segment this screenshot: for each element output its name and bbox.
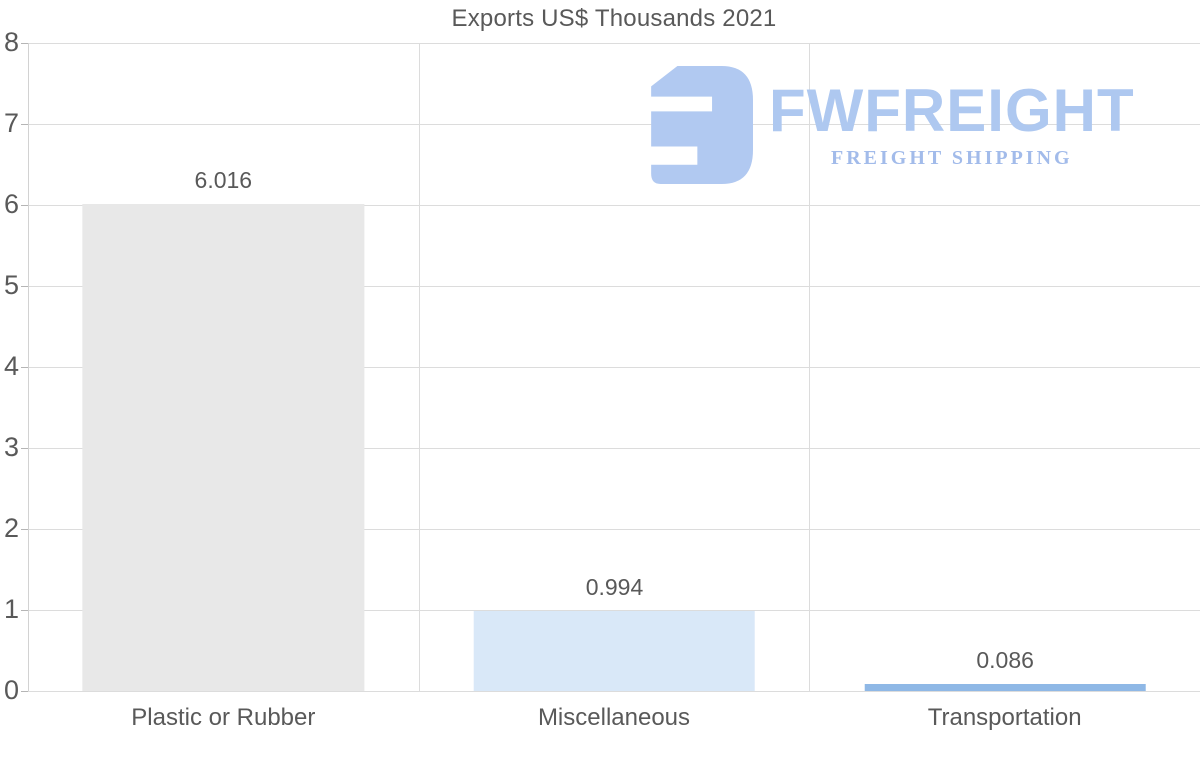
logo-subtext: FREIGHT SHIPPING [831, 146, 1073, 169]
y-tick-label-8: 8 [3, 27, 19, 57]
y-tick-mark-8 [21, 43, 28, 44]
y-tick-mark-6 [21, 205, 28, 206]
y-tick-label-2: 2 [3, 513, 19, 543]
y-tick-mark-2 [21, 529, 28, 530]
gridline-y-5 [28, 286, 1200, 287]
chart-title: Exports US$ Thousands 2021 [451, 5, 777, 32]
category-slot-1: 0.994 [418, 43, 810, 691]
y-tick-label-7: 7 [3, 108, 19, 138]
y-tick-label-6: 6 [3, 189, 19, 219]
y-tick-mark-7 [21, 124, 28, 125]
category-slot-0: 6.016 [28, 43, 419, 691]
gridline-y-3 [28, 448, 1200, 449]
category-slot-2: 0.086 [809, 43, 1200, 691]
y-tick-mark-1 [21, 610, 28, 611]
gridline-y-8 [28, 43, 1200, 44]
y-tick-label-4: 4 [3, 351, 19, 381]
y-tick-mark-0 [21, 691, 28, 692]
bar-value-label-2: 0.086 [976, 647, 1034, 674]
y-tick-mark-4 [21, 367, 28, 368]
bar-2 [864, 684, 1146, 691]
x-axis-tick-labels: Plastic or Rubber Miscellaneous Transporta… [28, 704, 1200, 738]
plot-area: 6.016 0.994 0.086 [21, 43, 1200, 692]
y-axis-line [28, 43, 29, 691]
logo-wordmark: FWFREIGHT [769, 76, 1135, 144]
y-tick-label-1: 1 [3, 594, 19, 624]
gridline-y-4 [28, 367, 1200, 368]
y-tick-mark-5 [21, 286, 28, 287]
gridline-y-6 [28, 205, 1200, 206]
gridline-y-7 [28, 124, 1200, 125]
logo-text: FWFREIGHT FREIGHT SHIPPING [769, 76, 1135, 170]
x-tick-label-0: Plastic or Rubber [131, 704, 316, 731]
bar-1 [474, 610, 755, 691]
y-tick-mark-3 [21, 448, 28, 449]
gridline-y-2 [28, 529, 1200, 530]
fwfreight-logo-icon [651, 66, 753, 184]
x-tick-label-2: Transportation [927, 704, 1082, 731]
y-tick-label-0: 0 [3, 675, 19, 705]
y-tick-label-3: 3 [3, 432, 19, 462]
x-tick-label-1: Miscellaneous [537, 704, 691, 731]
bar-value-label-1: 0.994 [585, 573, 644, 600]
bar-value-label-0: 6.016 [194, 166, 253, 193]
fwfreight-logo-watermark: FWFREIGHT FREIGHT SHIPPING [648, 66, 1135, 184]
gridline-y-0 [28, 691, 1200, 692]
bar-0 [82, 203, 364, 691]
y-tick-label-5: 5 [3, 270, 19, 300]
